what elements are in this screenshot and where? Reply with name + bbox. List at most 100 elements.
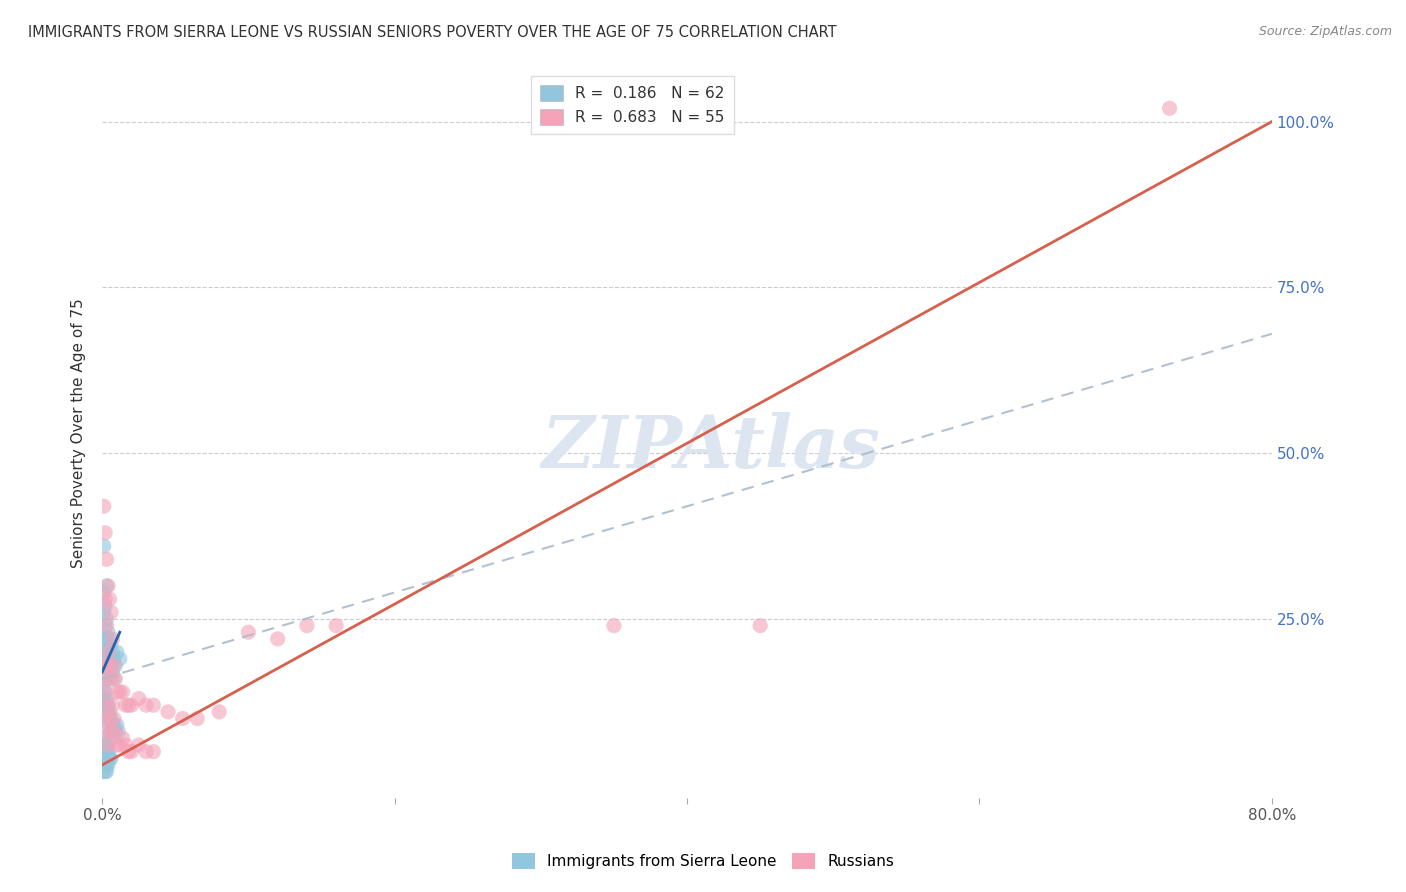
Point: [103, 658, 125, 673]
Point: [93, 585, 115, 599]
Point: [104, 724, 127, 739]
Point: [94, 592, 117, 607]
Point: [100, 724, 122, 739]
Point: [94, 711, 117, 725]
Point: [111, 731, 134, 746]
Point: [104, 724, 127, 739]
Point: [96, 579, 118, 593]
Point: [94, 764, 117, 779]
Point: [105, 685, 128, 699]
Point: [100, 751, 122, 765]
Point: [96, 705, 118, 719]
Point: [97, 751, 120, 765]
Point: [93, 606, 115, 620]
Point: [97, 672, 120, 686]
Point: [107, 724, 129, 739]
Point: [135, 745, 157, 759]
Point: [97, 745, 120, 759]
Point: [108, 685, 131, 699]
Point: [100, 711, 122, 725]
Point: [100, 606, 122, 620]
Point: [103, 718, 125, 732]
Point: [98, 592, 121, 607]
Point: [98, 711, 121, 725]
Point: [96, 645, 118, 659]
Legend: Immigrants from Sierra Leone, Russians: Immigrants from Sierra Leone, Russians: [506, 847, 900, 875]
Point: [93, 751, 115, 765]
Point: [172, 711, 194, 725]
Point: [97, 738, 120, 752]
Point: [98, 632, 121, 646]
Point: [128, 691, 150, 706]
Point: [97, 645, 120, 659]
Point: [100, 639, 122, 653]
Point: [93, 764, 115, 779]
Point: [135, 698, 157, 713]
Point: [93, 678, 115, 692]
Point: [94, 685, 117, 699]
Point: [105, 738, 128, 752]
Point: [94, 525, 117, 540]
Point: [96, 618, 118, 632]
Point: [96, 552, 118, 566]
Point: [96, 691, 118, 706]
Point: [208, 705, 231, 719]
Point: [94, 738, 117, 752]
Point: [100, 672, 122, 686]
Point: [295, 618, 318, 632]
Point: [94, 632, 117, 646]
Point: [128, 738, 150, 752]
Point: [94, 618, 117, 632]
Point: [93, 500, 115, 514]
Point: [111, 685, 134, 699]
Point: [96, 658, 118, 673]
Y-axis label: Seniors Poverty Over the Age of 75: Seniors Poverty Over the Age of 75: [72, 299, 86, 568]
Point: [96, 612, 118, 626]
Point: [100, 724, 122, 739]
Point: [98, 751, 121, 765]
Point: [93, 691, 115, 706]
Point: [142, 745, 165, 759]
Point: [1159, 101, 1181, 115]
Point: [101, 665, 124, 679]
Point: [142, 698, 165, 713]
Point: [108, 738, 131, 752]
Point: [96, 745, 118, 759]
Point: [117, 745, 139, 759]
Point: [114, 698, 136, 713]
Point: [114, 738, 136, 752]
Point: [93, 731, 115, 746]
Point: [97, 625, 120, 640]
Point: [238, 625, 260, 640]
Point: [96, 758, 118, 772]
Point: [104, 672, 127, 686]
Text: ZIPAtlas: ZIPAtlas: [541, 412, 880, 483]
Point: [120, 745, 142, 759]
Point: [101, 731, 124, 746]
Legend: R =  0.186   N = 62, R =  0.683   N = 55: R = 0.186 N = 62, R = 0.683 N = 55: [531, 76, 734, 134]
Point: [103, 652, 125, 666]
Point: [101, 645, 124, 659]
Point: [186, 711, 208, 725]
Point: [96, 738, 118, 752]
Point: [96, 632, 118, 646]
Point: [97, 711, 120, 725]
Point: [101, 698, 124, 713]
Point: [93, 685, 115, 699]
Point: [103, 711, 125, 725]
Point: [100, 658, 122, 673]
Point: [97, 645, 120, 659]
Point: [108, 652, 131, 666]
Point: [749, 618, 772, 632]
Point: [105, 718, 128, 732]
Point: [97, 579, 120, 593]
Point: [98, 658, 121, 673]
Point: [105, 645, 128, 659]
Point: [93, 758, 115, 772]
Text: Source: ZipAtlas.com: Source: ZipAtlas.com: [1258, 25, 1392, 38]
Point: [94, 698, 117, 713]
Point: [96, 724, 118, 739]
Point: [97, 698, 120, 713]
Point: [101, 718, 124, 732]
Point: [325, 618, 347, 632]
